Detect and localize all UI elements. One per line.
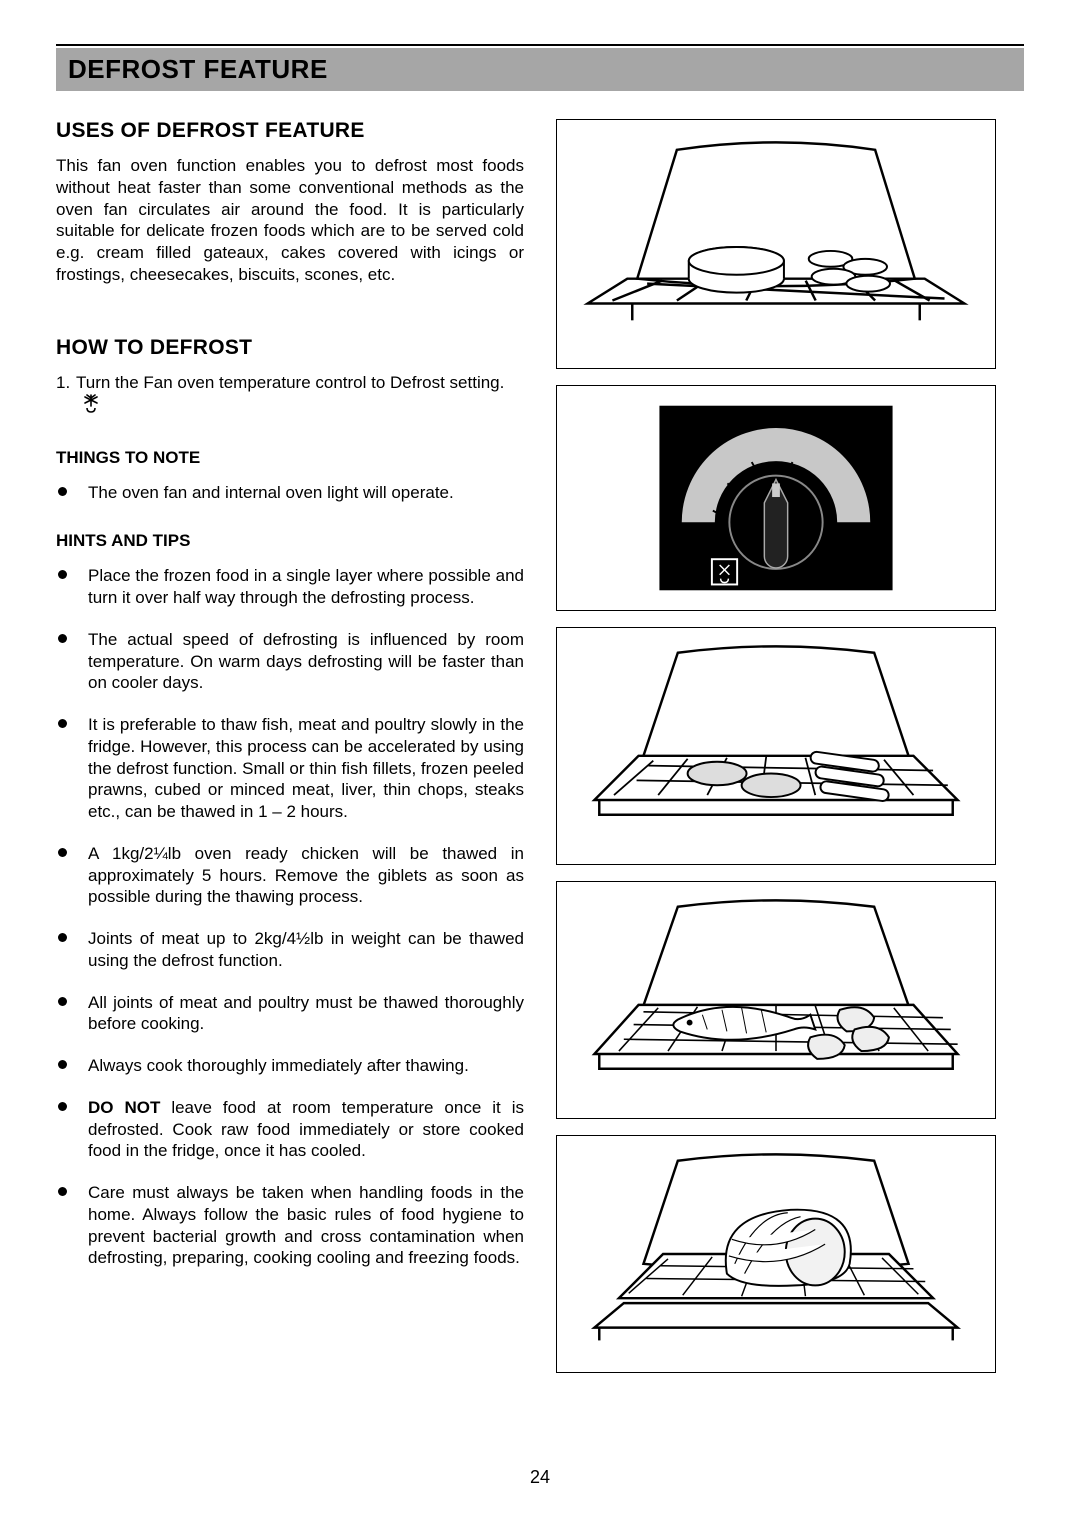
hints-item: Always cook thoroughly immediately after… [56, 1055, 524, 1077]
hints-item: DO NOT leave food at room temperature on… [56, 1097, 524, 1162]
page-number: 24 [0, 1467, 1080, 1488]
section-title: DEFROST FEATURE [68, 54, 1012, 85]
hints-item: Place the frozen food in a single layer … [56, 565, 524, 609]
notes-item: The oven fan and internal oven light wil… [56, 482, 524, 504]
notes-list: The oven fan and internal oven light wil… [56, 482, 524, 504]
uses-body: This fan oven function enables you to de… [56, 155, 524, 286]
content-columns: USES OF DEFROST FEATURE This fan oven fu… [56, 119, 1024, 1373]
uses-heading: USES OF DEFROST FEATURE [56, 119, 524, 143]
notes-heading: THINGS TO NOTE [56, 448, 524, 468]
figure-rack-cake [556, 119, 996, 369]
figure-rack-joint [556, 1135, 996, 1373]
top-rule [56, 44, 1024, 46]
step-text: Turn the Fan oven temperature control to… [76, 372, 524, 420]
right-column [556, 119, 996, 1373]
hints-item: The actual speed of defrosting is influe… [56, 629, 524, 694]
howto-heading: HOW TO DEFROST [56, 336, 524, 360]
section-title-bar: DEFROST FEATURE [56, 48, 1024, 91]
hints-item: Care must always be taken when handling … [56, 1182, 524, 1269]
hints-list: Place the frozen food in a single layer … [56, 565, 524, 1269]
figure-dial [556, 385, 996, 611]
hints-heading: HINTS AND TIPS [56, 531, 524, 551]
hints-item: A 1kg/2¼lb oven ready chicken will be th… [56, 843, 524, 908]
hints-item: It is preferable to thaw fish, meat and … [56, 714, 524, 823]
step-number: 1. [56, 372, 76, 420]
defrost-icon [82, 394, 100, 420]
manual-page: DEFROST FEATURE USES OF DEFROST FEATURE … [0, 0, 1080, 1528]
howto-step-1: 1. Turn the Fan oven temperature control… [56, 372, 524, 420]
hints-item: Joints of meat up to 2kg/4½lb in weight … [56, 928, 524, 972]
figure-rack-fish [556, 881, 996, 1119]
left-column: USES OF DEFROST FEATURE This fan oven fu… [56, 119, 524, 1373]
hints-item: All joints of meat and poultry must be t… [56, 992, 524, 1036]
figure-rack-sausages [556, 627, 996, 865]
